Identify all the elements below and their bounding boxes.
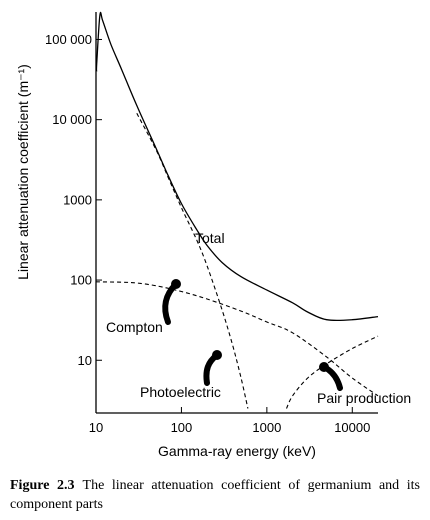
y-tick-label: 100 000 [45, 32, 92, 47]
x-tick-label: 1000 [252, 420, 281, 435]
attenuation-chart: 10 100 1000 10 000 100 000 10 100 1000 10000 Tot… [15, 11, 411, 459]
pair-production-label: Pair production [317, 390, 411, 406]
figure-label: Figure 2.3 [10, 478, 75, 493]
y-tick-label: 10 [78, 353, 92, 368]
y-tick-label: 1000 [63, 192, 92, 207]
y-axis-title: Linear attenuation coefficient (m⁻¹) [15, 64, 31, 280]
curves [95, 11, 379, 409]
pair-production-arrow-head [319, 362, 329, 372]
photoelectric-arrow-head [212, 350, 222, 360]
y-tick-label: 100 [70, 273, 92, 288]
series-total-line [95, 11, 379, 322]
compton-arrow-head [171, 279, 181, 289]
y-tick-label: 10 000 [52, 112, 92, 127]
series-photoelectric-line [136, 113, 249, 409]
figure-caption: Figure 2.3 The linear attenuation coeffic… [10, 476, 420, 514]
total-label: Total [195, 230, 225, 246]
series-pair-production-line [285, 335, 379, 409]
x-tick-label: 10 [89, 420, 103, 435]
annotations: Total Compton Photoelectric Pair production [106, 230, 411, 406]
x-tick-label: 10000 [334, 420, 370, 435]
compton-arrow [162, 281, 179, 325]
photoelectric-label: Photoelectric [140, 384, 221, 400]
axes: 10 100 1000 10 000 100 000 10 100 1000 10000 [45, 12, 378, 435]
compton-label: Compton [106, 319, 163, 335]
figure-caption-text: The linear attenuation coefficient of ge… [10, 478, 421, 512]
x-tick-label: 100 [171, 420, 193, 435]
x-axis-title: Gamma-ray energy (keV) [158, 443, 316, 459]
